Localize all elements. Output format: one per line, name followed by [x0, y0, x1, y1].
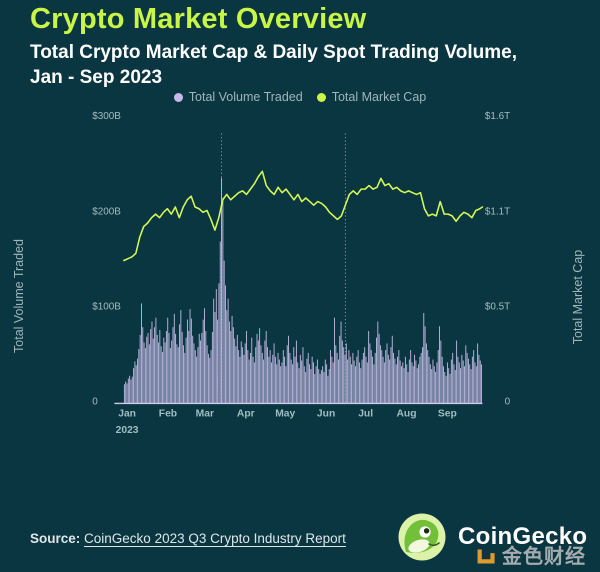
coingecko-wordmark: CoinGecko — [458, 523, 588, 550]
svg-text:$300B: $300B — [92, 111, 121, 122]
jinse-watermark-icon — [477, 549, 495, 564]
month-tick-labels: Jan Feb Mar Apr May Jun Jul Aug Sep — [118, 409, 457, 420]
year-label: 2023 — [116, 425, 139, 436]
svg-text:May: May — [275, 409, 295, 420]
chart-subtitle-line2: Jan - Sep 2023 — [30, 67, 163, 88]
right-axis-title: Total Market Cap — [571, 249, 585, 345]
svg-text:$100B: $100B — [92, 301, 121, 312]
svg-text:$0.5T: $0.5T — [485, 301, 510, 312]
svg-text:0: 0 — [92, 397, 98, 408]
left-axis-tick-labels: $300B $200B $100B 0 — [92, 111, 121, 408]
jinse-watermark: 金色财经 — [476, 540, 586, 569]
source-line: Source: CoinGecko 2023 Q3 Crypto Industr… — [30, 531, 346, 546]
source-report-link[interactable]: CoinGecko 2023 Q3 Crypto Industry Report — [84, 531, 346, 546]
marketcap-legend-dot-icon — [316, 92, 326, 102]
chart-legend: Total Volume Traded Total Market Cap — [0, 90, 600, 104]
svg-text:$1.1T: $1.1T — [485, 206, 510, 217]
legend-item-marketcap-label: Total Market Cap — [331, 90, 427, 104]
coingecko-brand: CoinGecko — [398, 513, 587, 561]
legend-item-volume-label: Total Volume Traded — [188, 90, 303, 104]
market-cap-line-series — [123, 170, 484, 262]
volume-legend-dot-icon — [173, 92, 183, 102]
svg-text:Jun: Jun — [317, 409, 335, 420]
svg-text:Sep: Sep — [438, 409, 457, 420]
chart-subtitle: Total Crypto Market Cap & Daily Spot Tra… — [30, 40, 517, 90]
volume-bars-series — [123, 177, 483, 404]
right-axis-tick-labels: $1.6T $1.1T $0.5T 0 — [485, 111, 511, 408]
svg-text:$200B: $200B — [92, 206, 121, 217]
page-title: Crypto Market Overview — [30, 3, 367, 35]
svg-text:0: 0 — [505, 397, 511, 408]
svg-text:Jan: Jan — [118, 409, 136, 420]
legend-item-volume: Total Volume Traded — [173, 90, 303, 104]
chart-subtitle-line1: Total Crypto Market Cap & Daily Spot Tra… — [30, 42, 518, 63]
svg-text:Apr: Apr — [237, 409, 255, 420]
svg-text:Mar: Mar — [196, 409, 214, 420]
svg-text:Jul: Jul — [358, 409, 373, 420]
combo-chart: $300B $200B $100B 0 $1.6T $1.1T $0.5T 0 Jan Feb Ma… — [92, 111, 511, 436]
left-axis-title: Total Volume Traded — [12, 239, 26, 353]
svg-text:$1.6T: $1.6T — [485, 111, 510, 122]
jinse-watermark-text: 金色财经 — [502, 546, 586, 568]
svg-text:Feb: Feb — [159, 409, 177, 420]
coingecko-gecko-icon — [398, 513, 446, 561]
legend-item-marketcap: Total Market Cap — [316, 90, 427, 104]
svg-text:Aug: Aug — [397, 409, 417, 420]
source-label: Source: — [30, 531, 81, 546]
